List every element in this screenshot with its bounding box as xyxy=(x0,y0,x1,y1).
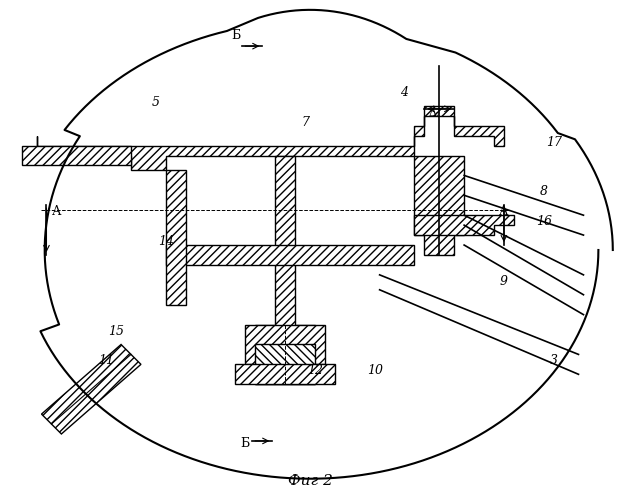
Text: 3: 3 xyxy=(550,354,557,368)
Polygon shape xyxy=(246,324,325,384)
Polygon shape xyxy=(236,364,335,384)
Polygon shape xyxy=(42,344,141,434)
Text: 4: 4 xyxy=(401,86,409,99)
Text: 7: 7 xyxy=(301,116,309,128)
Polygon shape xyxy=(255,156,315,344)
Polygon shape xyxy=(414,215,514,235)
Text: 17: 17 xyxy=(546,136,562,148)
Polygon shape xyxy=(37,106,504,170)
Text: Фиг 2: Фиг 2 xyxy=(288,474,332,488)
Text: 16: 16 xyxy=(536,215,552,228)
Text: 11: 11 xyxy=(98,354,114,368)
Text: 14: 14 xyxy=(158,235,174,248)
Text: А: А xyxy=(499,205,508,218)
Polygon shape xyxy=(414,156,464,255)
Text: Б: Б xyxy=(241,437,250,450)
Text: 12: 12 xyxy=(307,364,323,378)
Text: Б: Б xyxy=(231,29,240,42)
Text: 8: 8 xyxy=(539,186,547,198)
Polygon shape xyxy=(22,146,131,166)
Polygon shape xyxy=(255,344,315,384)
Polygon shape xyxy=(166,170,186,304)
Text: 5: 5 xyxy=(152,96,160,109)
Polygon shape xyxy=(166,245,414,265)
Text: Δ₂: Δ₂ xyxy=(428,108,440,118)
Text: А: А xyxy=(51,205,61,218)
Text: 10: 10 xyxy=(366,364,383,378)
Text: 9: 9 xyxy=(500,275,508,288)
Text: 15: 15 xyxy=(108,324,124,338)
